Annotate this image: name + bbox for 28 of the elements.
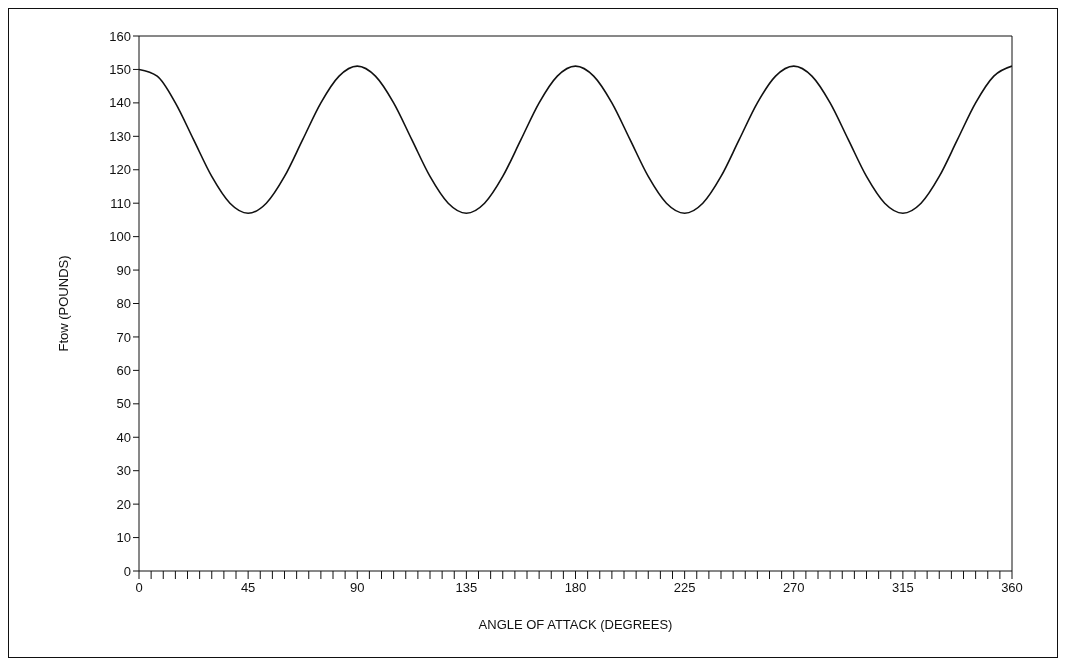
y-tick-label: 20 — [116, 496, 131, 512]
y-tick-label: 150 — [109, 62, 131, 78]
y-axis-title: Ftow (POUNDS) — [55, 255, 71, 352]
x-axis-title: ANGLE OF ATTACK (DEGREES) — [478, 617, 673, 632]
y-tick-label: 110 — [110, 195, 131, 211]
x-tick-label: 315 — [892, 580, 914, 596]
y-tick-label: 60 — [116, 362, 131, 378]
x-tick-label: 225 — [673, 580, 696, 596]
y-tick-label: 130 — [109, 128, 131, 144]
y-tick-label: 80 — [116, 296, 131, 312]
y-tick-label: 140 — [109, 95, 131, 111]
x-tick-label: 90 — [350, 580, 365, 596]
x-tick-label: 45 — [240, 580, 256, 596]
y-tick-label: 160 — [109, 28, 131, 44]
y-tick-label: 10 — [116, 530, 131, 546]
y-tick-label: 100 — [109, 229, 131, 245]
y-tick-label: 70 — [116, 329, 131, 345]
y-tick-label: 30 — [116, 463, 131, 479]
y-tick-label: 50 — [116, 396, 131, 412]
y-tick-label: 40 — [116, 429, 131, 445]
x-tick-label: 360 — [1001, 580, 1023, 596]
y-tick-label: 120 — [109, 162, 131, 178]
y-tick-label: 90 — [116, 262, 131, 278]
x-tick-label: 180 — [564, 580, 587, 596]
x-tick-label: 270 — [782, 580, 805, 596]
x-tick-label: 0 — [135, 580, 143, 596]
x-tick-label: 135 — [455, 580, 478, 596]
y-tick-label: 0 — [123, 563, 131, 579]
